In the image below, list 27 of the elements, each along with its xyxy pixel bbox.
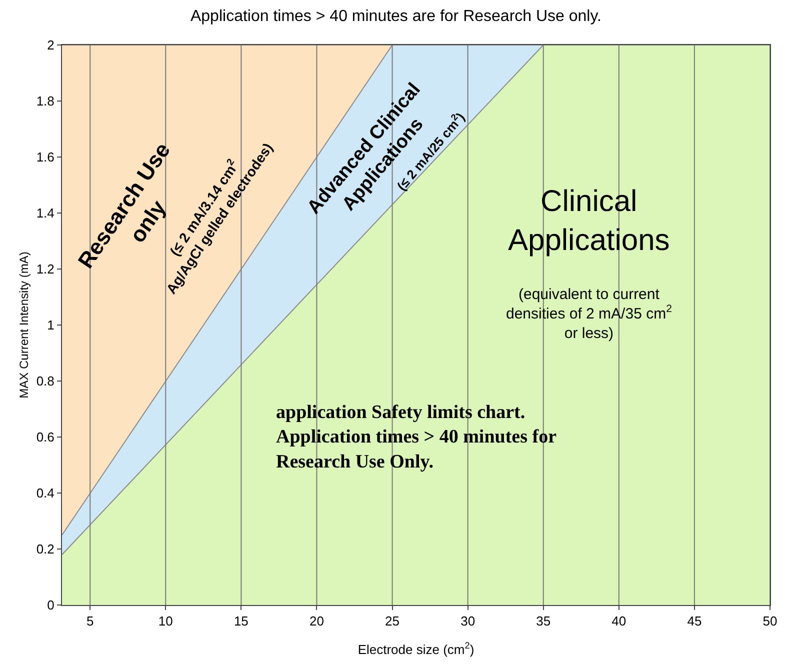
- x-tick-label: 30: [460, 614, 476, 629]
- x-axis-title: Electrode size (cm$^{2}$): [358, 640, 474, 657]
- x-tick-label: 10: [158, 614, 173, 629]
- x-tick-label: 35: [536, 614, 551, 629]
- y-tick-label: 0.2: [36, 542, 54, 557]
- y-tick-label: 0: [47, 598, 54, 613]
- x-tick-label: 20: [309, 614, 324, 629]
- x-tick-label: 25: [385, 614, 400, 629]
- y-tick-label: 1.2: [36, 262, 54, 277]
- x-tick-label: 15: [234, 614, 248, 629]
- y-tick-label: 1: [47, 318, 54, 333]
- y-axis-title: MAX Current Intensity (mA): [17, 252, 31, 398]
- x-tick-label: 40: [612, 614, 626, 629]
- y-tick-label: 0.6: [36, 430, 54, 445]
- x-tick-label: 50: [762, 614, 778, 629]
- y-tick-label: 0.4: [36, 486, 54, 501]
- x-tick-label: 45: [687, 614, 702, 629]
- annotation: application Safety limits chart. Application times > 40 minutes for Research Use Only.: [276, 402, 558, 472]
- x-tick-label: 5: [86, 614, 94, 629]
- y-tick-label: 1.6: [36, 150, 54, 165]
- y-tick-label: 1.4: [36, 206, 54, 221]
- text: (equivalent to current densities of 2 mA/35 cm$^{2}$ or less): [506, 286, 672, 342]
- y-tick-label: 1.8: [36, 94, 54, 109]
- annotation: Clinical Applications: [508, 185, 670, 257]
- y-tick-label: 0.8: [36, 374, 54, 389]
- y-tick-label: 2: [47, 38, 54, 53]
- chart-title: Application times > 40 minutes are for Research Use only.: [190, 8, 602, 26]
